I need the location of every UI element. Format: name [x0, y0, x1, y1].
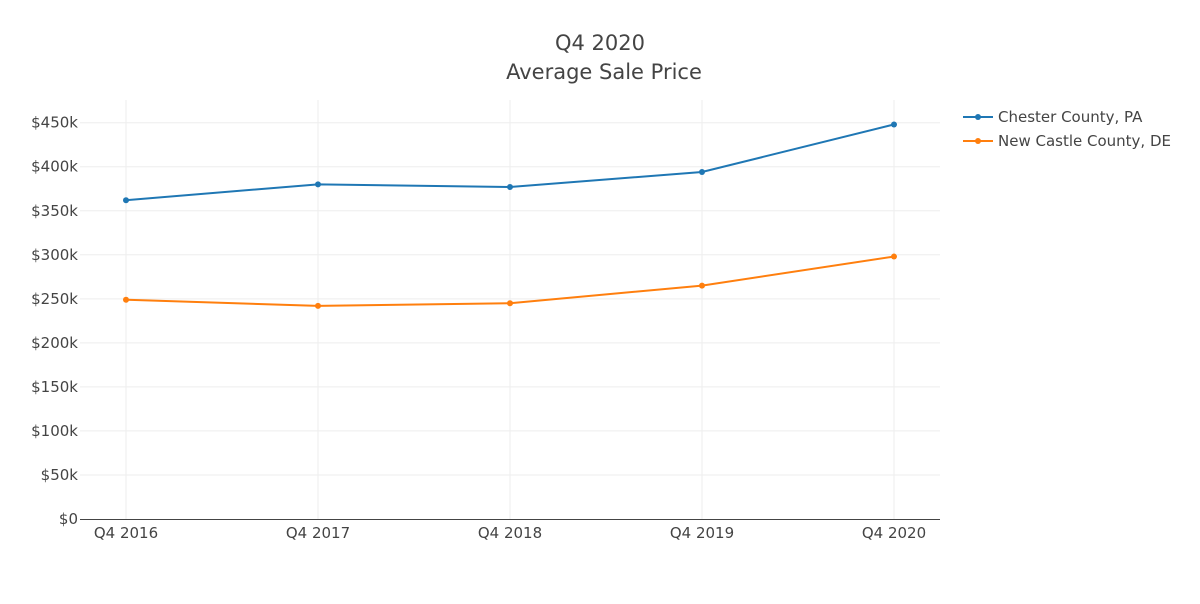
- legend-label: Chester County, PA: [998, 108, 1143, 126]
- x-tick-label: Q4 2019: [670, 524, 734, 542]
- x-tick-label: Q4 2018: [478, 524, 542, 542]
- y-tick-label: $300k: [31, 246, 78, 264]
- data-point: [123, 296, 129, 303]
- chart-subtitle: Average Sale Price: [506, 60, 702, 84]
- y-tick-label: $450k: [31, 114, 78, 132]
- data-point: [507, 183, 513, 190]
- y-tick-label: $250k: [31, 290, 78, 308]
- data-point: [315, 302, 321, 309]
- x-tick-label: Q4 2020: [862, 524, 926, 542]
- legend-item[interactable]: New Castle County, DE: [963, 132, 1171, 150]
- y-tick-label: $350k: [31, 202, 78, 220]
- legend-marker: [975, 138, 981, 144]
- data-point: [699, 169, 705, 176]
- y-tick-label: $0: [59, 510, 78, 528]
- y-tick-label: $200k: [31, 334, 78, 352]
- data-point: [123, 197, 129, 204]
- y-tick-label: $150k: [31, 378, 78, 396]
- chart-title: Q4 2020: [555, 31, 645, 55]
- legend-marker: [975, 114, 981, 120]
- y-tick-label: $100k: [31, 422, 78, 440]
- y-tick-label: $50k: [41, 466, 79, 484]
- y-tick-label: $400k: [31, 158, 78, 176]
- data-point: [699, 282, 705, 289]
- legend-item[interactable]: Chester County, PA: [963, 108, 1143, 126]
- x-tick-label: Q4 2017: [286, 524, 350, 542]
- x-tick-label: Q4 2016: [94, 524, 158, 542]
- legend-label: New Castle County, DE: [998, 132, 1171, 150]
- data-point: [891, 121, 897, 128]
- data-point: [315, 181, 321, 188]
- data-point: [507, 300, 513, 307]
- data-point: [891, 253, 897, 260]
